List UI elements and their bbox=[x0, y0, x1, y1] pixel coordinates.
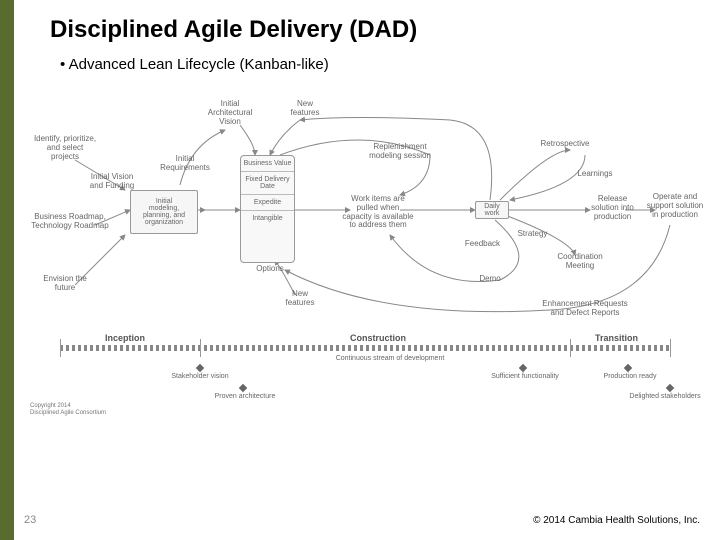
lbl-operate: Operate andsupport solutionin production bbox=[645, 193, 705, 219]
ms-stakeholder-lbl: Stakeholder vision bbox=[160, 373, 240, 381]
ms-delighted-lbl: Delighted stakeholders bbox=[620, 393, 710, 401]
work-pool: Business Value Fixed Delivery Date Exped… bbox=[240, 155, 295, 263]
lbl-identify: Identify, prioritize,and selectprojects bbox=[30, 135, 100, 161]
box-daily-work: Daily work bbox=[475, 201, 509, 219]
phase-div-1 bbox=[200, 339, 201, 357]
lbl-release: Releasesolution intoproduction bbox=[585, 195, 640, 221]
phase-continuous: Continuous stream of development bbox=[310, 355, 470, 363]
lifecycle-diagram: Identify, prioritize,and selectprojects … bbox=[30, 95, 700, 435]
lbl-new-features-bot: Newfeatures bbox=[280, 290, 320, 308]
phase-bar bbox=[60, 345, 670, 351]
pool-business-value: Business Value bbox=[241, 156, 294, 172]
lbl-demo: Demo bbox=[470, 275, 510, 284]
lbl-new-features-top: Newfeatures bbox=[285, 100, 325, 118]
pool-expedite: Expedite bbox=[241, 195, 294, 211]
lbl-options: Options bbox=[250, 265, 290, 274]
lbl-learnings: Learnings bbox=[570, 170, 620, 179]
ms-production-lbl: Production ready bbox=[590, 373, 670, 381]
diagram-copyright: Copyright 2014Disciplined Agile Consorti… bbox=[30, 403, 106, 416]
lbl-coord: CoordinationMeeting bbox=[550, 253, 610, 271]
footer-copyright: © 2014 Cambia Health Solutions, Inc. bbox=[533, 515, 700, 526]
lbl-roadmap: Business Roadmap,Technology Roadmap bbox=[25, 213, 115, 231]
lbl-feedback: Feedback bbox=[460, 240, 505, 249]
lbl-strategy: Strategy bbox=[510, 230, 555, 239]
phase-construction: Construction bbox=[350, 333, 406, 343]
lbl-work-items: Work items arepulled whencapacity is ava… bbox=[338, 195, 418, 230]
lbl-retrospective: Retrospective bbox=[530, 140, 600, 149]
slide-title: Disciplined Agile Delivery (DAD) bbox=[50, 16, 417, 44]
lbl-envision: Envision thefuture bbox=[35, 275, 95, 293]
pool-intangible: Intangible bbox=[241, 211, 294, 226]
phase-div-2 bbox=[570, 339, 571, 357]
phase-div-end bbox=[670, 339, 671, 357]
phase-inception: Inception bbox=[105, 333, 145, 343]
accent-bar bbox=[0, 0, 14, 540]
lbl-replenishment: Replenishmentmodeling session bbox=[360, 143, 440, 161]
phase-transition: Transition bbox=[595, 333, 638, 343]
lbl-initial-vision: Initial Visionand Funding bbox=[82, 173, 142, 191]
lbl-initial-reqs: InitialRequirements bbox=[155, 155, 215, 173]
pool-fixed-date: Fixed Delivery Date bbox=[241, 172, 294, 195]
box-initial-modeling: Initialmodeling,planning, andorganizatio… bbox=[130, 190, 198, 234]
lbl-enhancement: Enhancement Requestsand Defect Reports bbox=[530, 300, 640, 318]
ms-proven-lbl: Proven architecture bbox=[205, 393, 285, 401]
lbl-initial-arch: InitialArchitecturalVision bbox=[200, 100, 260, 126]
phase-div-start bbox=[60, 339, 61, 357]
slide-subtitle: • Advanced Lean Lifecycle (Kanban-like) bbox=[60, 56, 329, 73]
ms-sufficient-lbl: Sufficient functionality bbox=[480, 373, 570, 381]
page-number: 23 bbox=[24, 514, 36, 526]
